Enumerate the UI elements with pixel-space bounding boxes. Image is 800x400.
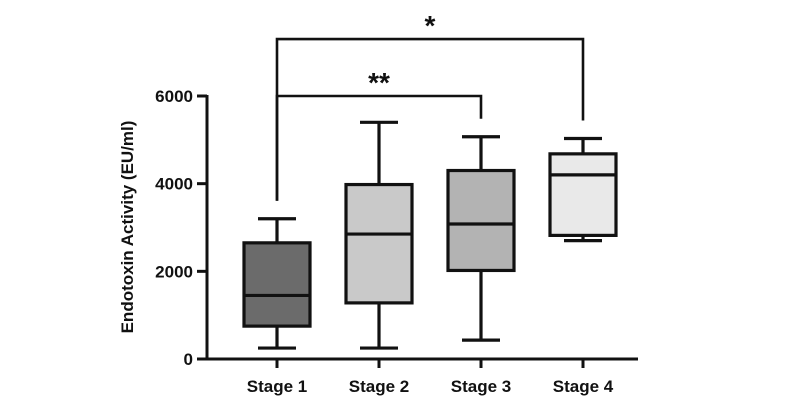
iqr-box (344, 182, 414, 305)
significance-label: ** (368, 67, 390, 98)
x-tick-label: Stage 2 (349, 377, 409, 396)
x-tick-label: Stage 3 (451, 377, 511, 396)
significance-bracket: * (275, 10, 585, 201)
y-tick-label: 0 (184, 350, 193, 369)
y-tick-label: 6000 (155, 87, 193, 106)
box-stage-4 (548, 136, 618, 243)
significance-brackets: *** (275, 10, 585, 201)
x-tick-label: Stage 4 (553, 377, 614, 396)
iqr-box (446, 168, 516, 273)
box-stage-1 (242, 217, 312, 350)
y-tick-label: 2000 (155, 262, 193, 281)
boxes (242, 120, 618, 350)
iqr-box (548, 152, 618, 237)
x-tick-label: Stage 1 (247, 377, 307, 396)
box-stage-2 (344, 120, 414, 350)
axes: 0 2000 4000 6000 Stage 1 Stage 2 Stage 3 Stage … (155, 87, 638, 396)
bracket-line (275, 37, 585, 201)
iqr-box (242, 241, 312, 328)
y-axis-label: Endotoxin Activity (EU/ml) (118, 121, 137, 334)
significance-label: * (425, 10, 436, 41)
y-tick-label: 4000 (155, 175, 193, 194)
box-stage-3 (446, 135, 516, 342)
